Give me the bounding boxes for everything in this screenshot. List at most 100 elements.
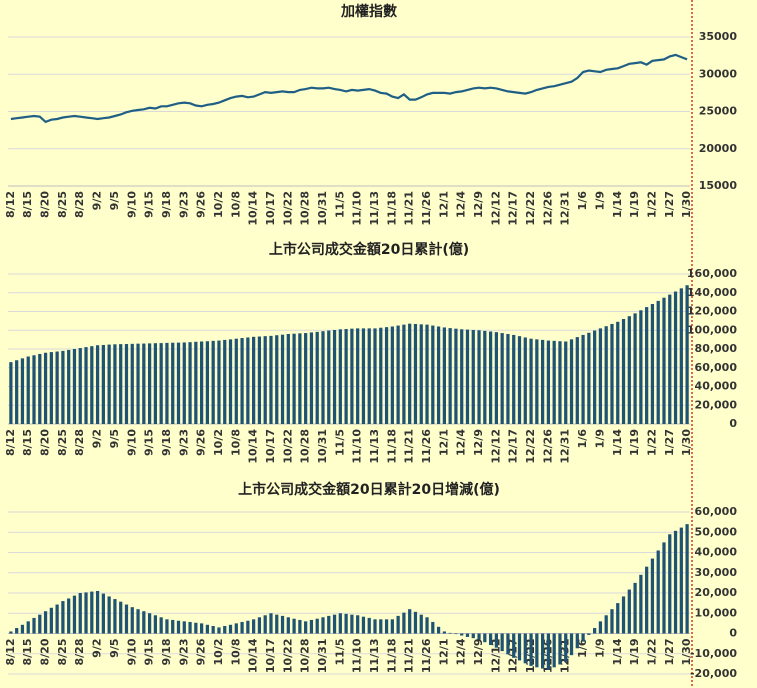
bar — [153, 343, 157, 424]
x-tick-label: 1/27 — [663, 191, 676, 218]
x-tick-label: 10/17 — [264, 639, 277, 674]
bar — [419, 614, 423, 634]
y-tick-label: 100,000 — [687, 323, 737, 336]
x-tick-label: 9/15 — [143, 429, 156, 456]
x-tick-label: 1/9 — [593, 191, 606, 210]
x-tick-label: 8/20 — [39, 638, 52, 665]
bar — [147, 343, 152, 424]
x-tick-label: 11/21 — [403, 639, 416, 674]
bar — [136, 609, 140, 634]
x-tick-label: 12/9 — [472, 639, 485, 666]
bar — [396, 615, 400, 634]
x-tick-label: 9/5 — [108, 639, 121, 658]
x-tick-label: 8/15 — [21, 429, 34, 456]
x-tick-label: 12/9 — [472, 191, 485, 218]
bar — [113, 599, 117, 634]
y-tick-label: 20000 — [699, 142, 738, 155]
x-tick-label: 9/2 — [91, 429, 104, 448]
bar — [124, 604, 129, 634]
bar — [517, 336, 522, 424]
y-tick-label: 30000 — [699, 67, 738, 80]
x-tick-label: 10/28 — [299, 639, 312, 674]
x-tick-label: 9/26 — [195, 191, 208, 218]
x-tick-label: 9/18 — [160, 191, 173, 218]
x-tick-label: 9/15 — [143, 191, 156, 218]
x-tick-label: 9/10 — [125, 638, 138, 665]
bar — [350, 328, 354, 424]
x-tick-label: 11/18 — [385, 429, 398, 464]
y-tick-label: 35000 — [699, 30, 738, 43]
y-tick-label: 15000 — [699, 179, 738, 192]
bar — [390, 326, 394, 424]
x-tick-label: 10/22 — [281, 429, 294, 464]
bar — [633, 582, 637, 634]
bar — [483, 330, 487, 424]
x-tick-label: 12/1 — [437, 191, 450, 218]
y-tick-label: 40,000 — [695, 546, 738, 559]
bar — [43, 611, 48, 634]
bar — [263, 615, 267, 634]
x-tick-label: 8/28 — [73, 191, 86, 218]
bar — [61, 350, 65, 424]
bar — [419, 324, 423, 424]
bar — [448, 328, 452, 424]
bar — [477, 330, 481, 424]
bar — [269, 335, 273, 424]
bar — [373, 619, 377, 634]
x-tick-label: 9/15 — [143, 639, 156, 666]
bar — [523, 633, 527, 664]
bar — [564, 633, 568, 662]
bar — [488, 633, 493, 646]
bar — [304, 333, 308, 424]
x-tick-label: 10/17 — [264, 429, 277, 464]
bar — [26, 356, 30, 424]
x-tick-label: 12/31 — [559, 429, 572, 464]
bar — [610, 323, 614, 424]
bar — [286, 617, 290, 634]
x-tick-label: 11/13 — [368, 191, 381, 226]
bar — [402, 612, 406, 634]
x-tick-label: 1/6 — [576, 191, 589, 211]
x-tick-label: 11/18 — [385, 639, 398, 674]
y-tick-label: 20,000 — [695, 398, 738, 411]
bar — [616, 321, 620, 424]
bar — [275, 614, 279, 634]
bar — [119, 344, 123, 424]
bar — [228, 339, 233, 424]
bar — [101, 593, 105, 634]
y-tick-label: 140,000 — [687, 286, 737, 299]
bar — [9, 631, 13, 634]
x-tick-label: 1/19 — [628, 639, 641, 666]
bar — [165, 342, 169, 424]
bar — [460, 633, 464, 636]
bar — [379, 619, 383, 634]
bar — [541, 339, 545, 424]
x-tick-label: 11/21 — [403, 429, 416, 464]
bar — [246, 337, 250, 424]
bar — [558, 341, 562, 424]
bar — [662, 542, 666, 634]
bar — [200, 341, 204, 424]
bar — [425, 324, 429, 424]
bar — [78, 348, 82, 424]
bar — [454, 633, 458, 635]
bar — [304, 621, 308, 634]
bar — [136, 343, 140, 424]
y-tick-label: -20,000 — [690, 667, 737, 680]
x-tick-label: 9/23 — [177, 639, 190, 666]
bar — [587, 332, 591, 424]
bar — [130, 343, 134, 424]
bar — [454, 328, 458, 424]
x-tick-label: 11/5 — [333, 639, 346, 666]
bar — [529, 338, 533, 424]
bar — [15, 360, 19, 424]
bar — [621, 319, 626, 424]
x-tick-label: 1/6 — [576, 638, 589, 658]
bar — [9, 362, 13, 424]
bar — [448, 632, 452, 634]
x-tick-label: 1/30 — [680, 638, 693, 665]
x-tick-label: 1/14 — [611, 638, 624, 665]
bar — [436, 626, 441, 634]
bar — [32, 355, 36, 424]
